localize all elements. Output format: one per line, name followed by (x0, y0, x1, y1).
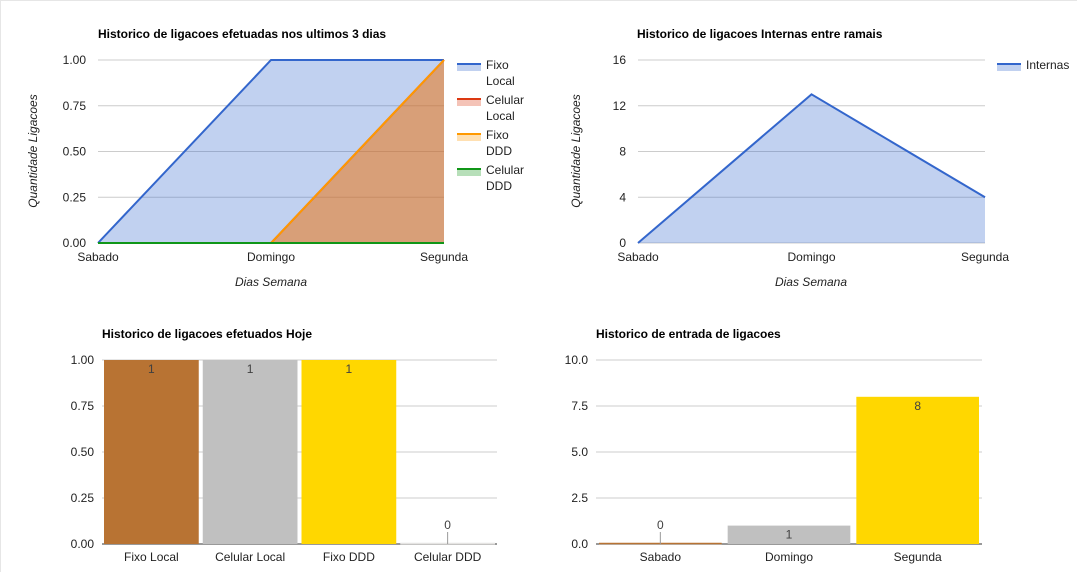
chart-3-svg: Historico de ligacoes efetuados Hoje 0.0… (71, 327, 497, 564)
legend-label: DDD (486, 144, 512, 158)
x-tick-label: Celular Local (215, 550, 285, 564)
series-line (637, 93, 986, 244)
chart-3-yticks: 0.00 0.25 0.50 0.75 1.00 (71, 353, 95, 551)
legend-label: DDD (486, 179, 512, 193)
x-tick-label: Fixo Local (124, 550, 179, 564)
chart-1-areas (97, 59, 445, 244)
bar (856, 396, 979, 544)
chart-4-title: Historico de entrada de ligacoes (596, 327, 781, 341)
series-area (98, 60, 444, 243)
x-tick-label: Domingo (247, 250, 295, 264)
y-tick-label: 0.00 (63, 236, 87, 250)
legend-label: Fixo (486, 58, 509, 72)
bar-data-label: 1 (346, 362, 353, 376)
chart-2-xlabel: Dias Semana (775, 275, 847, 289)
chart-3-bars: 1 1 1 0 (104, 360, 495, 545)
bar-data-label: 1 (786, 528, 793, 542)
bar (301, 360, 397, 544)
chart-4-svg: Historico de entrada de ligacoes 0.0 2.5 5… (565, 327, 982, 564)
x-tick-label: Celular DDD (414, 550, 482, 564)
chart-1-yticks: 0.00 0.25 0.50 0.75 1.00 (63, 53, 87, 250)
x-tick-label: Sabado (77, 250, 119, 264)
chart-calls-last-3-days: Historico de ligacoes efetuadas nos ulti… (0, 0, 540, 300)
x-tick-label: Segunda (961, 250, 1009, 264)
legend-swatch-fill (457, 134, 481, 141)
chart-4-yticks: 0.0 2.5 5.0 7.5 10.0 (565, 353, 589, 551)
chart-3-title: Historico de ligacoes efetuados Hoje (102, 327, 312, 341)
chart-2-grid (638, 59, 985, 244)
chart-1-xticks: Sabado Domingo Segunda (77, 250, 468, 264)
bar-data-label: 8 (914, 399, 921, 413)
bar-data-label: 1 (247, 362, 254, 376)
y-tick-label: 5.0 (571, 445, 588, 459)
chart-1-title: Historico de ligacoes efetuadas nos ulti… (98, 27, 386, 41)
bar (104, 360, 199, 544)
y-tick-label: 0.75 (63, 99, 87, 113)
chart-incoming-calls: Historico de entrada de ligacoes 0.0 2.5 5… (540, 300, 1077, 572)
y-tick-label: 0.0 (571, 537, 588, 551)
legend-swatch-fill (457, 99, 481, 106)
series-line (97, 59, 444, 244)
x-tick-label: Fixo DDD (323, 550, 375, 564)
chart-2-ylabel: Quantidade Ligacoes (569, 94, 583, 207)
y-tick-label: 1.00 (63, 53, 87, 67)
x-tick-label: Domingo (787, 250, 835, 264)
series-area (98, 60, 444, 243)
chart-2-xticks: Sabado Domingo Segunda (617, 250, 1009, 264)
x-tick-label: Domingo (765, 550, 813, 564)
y-tick-label: 0.50 (71, 445, 95, 459)
chart-3-xticks: Fixo Local Celular Local Fixo DDD Celular D… (124, 550, 482, 564)
bar (202, 360, 298, 544)
chart-internal-calls: Historico de ligacoes Internas entre ram… (540, 0, 1077, 300)
legend-swatch-fill (457, 64, 481, 71)
legend-swatch-fill (457, 169, 481, 176)
y-tick-label: 0.50 (63, 145, 87, 159)
chart-calls-today: Historico de ligacoes efetuados Hoje 0.0… (0, 300, 540, 572)
x-tick-label: Segunda (894, 550, 942, 564)
chart-1-legend: Fixo Local Celular Local Fixo DDD Celular DDD (457, 58, 524, 193)
y-tick-label: 2.5 (571, 491, 588, 505)
chart-1-svg: Historico de ligacoes efetuadas nos ulti… (26, 27, 524, 289)
y-tick-label: 7.5 (571, 399, 588, 413)
y-tick-label: 12 (613, 99, 627, 113)
chart-1-xlabel: Dias Semana (235, 275, 307, 289)
x-tick-label: Sabado (617, 250, 659, 264)
y-tick-label: 0 (619, 236, 626, 250)
x-tick-label: Segunda (420, 250, 468, 264)
legend-label: Local (486, 109, 515, 123)
chart-2-yticks: 0 4 8 12 16 (613, 53, 627, 250)
chart-2-svg: Historico de ligacoes Internas entre ram… (569, 27, 1069, 289)
y-tick-label: 8 (619, 145, 626, 159)
x-tick-label: Sabado (640, 550, 682, 564)
legend-label: Celular (486, 93, 524, 107)
legend-label: Celular (486, 163, 524, 177)
chart-1-ylabel: Quantidade Ligacoes (26, 94, 40, 207)
y-tick-label: 16 (613, 53, 627, 67)
y-tick-label: 4 (619, 190, 626, 204)
chart-2-title: Historico de ligacoes Internas entre ram… (637, 27, 883, 41)
y-tick-label: 0.75 (71, 399, 95, 413)
y-tick-label: 0.00 (71, 537, 95, 551)
legend-label: Internas (1026, 58, 1069, 72)
y-tick-label: 10.0 (565, 353, 589, 367)
bar-data-label: 1 (148, 362, 155, 376)
bar (727, 525, 851, 544)
y-tick-label: 0.25 (63, 190, 87, 204)
legend-label: Local (486, 74, 515, 88)
chart-2-legend: Internas (997, 58, 1069, 72)
bar-data-label: 0 (657, 518, 664, 532)
y-tick-label: 1.00 (71, 353, 95, 367)
bar-data-label: 0 (444, 518, 451, 532)
series-area (98, 60, 444, 243)
chart-4-xticks: Sabado Domingo Segunda (640, 550, 942, 564)
chart-4-bars: 0 1 8 (599, 396, 979, 545)
y-tick-label: 0.25 (71, 491, 95, 505)
chart-2-areas (637, 93, 986, 244)
legend-swatch-fill (997, 64, 1021, 71)
legend-label: Fixo (486, 128, 509, 142)
series-area (638, 94, 985, 243)
